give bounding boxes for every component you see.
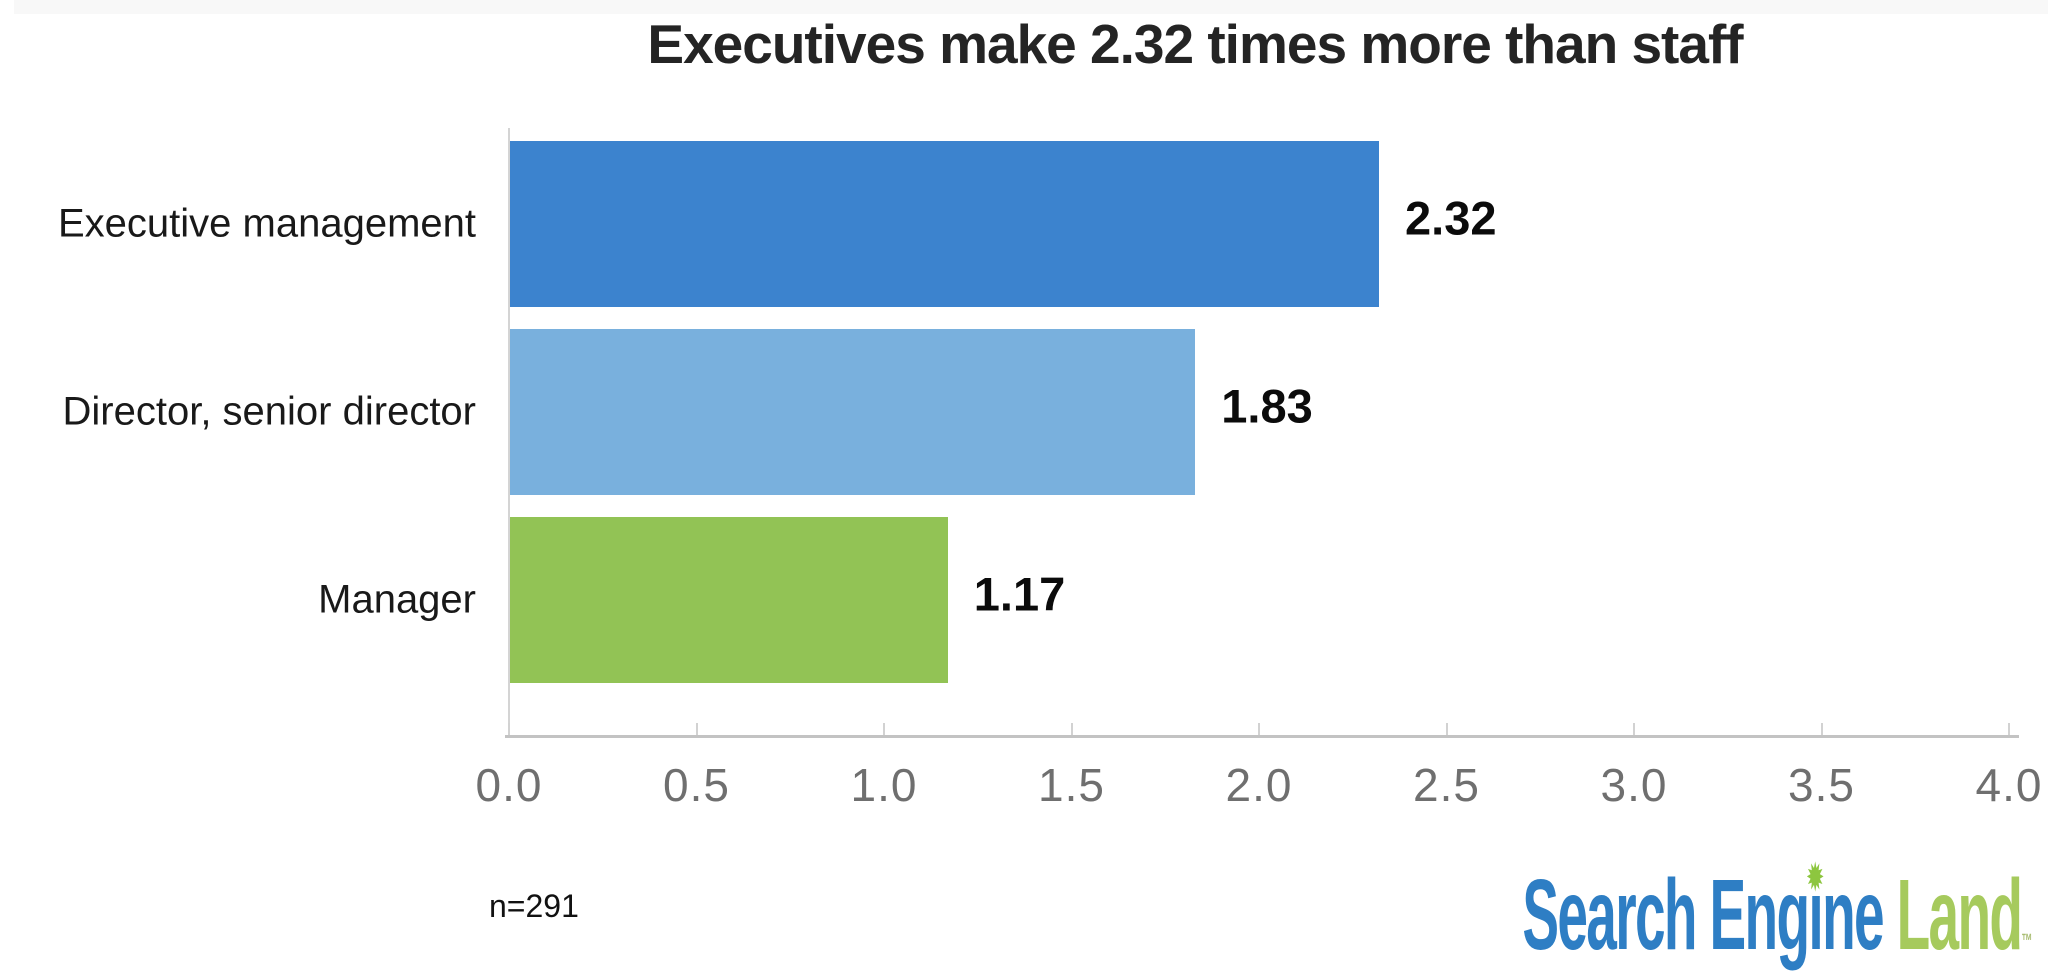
x-tick-mark — [1820, 723, 1823, 735]
x-axis-line — [505, 735, 2019, 738]
x-tick-mark — [1258, 723, 1260, 735]
chart-title: Executives make 2.32 times more than sta… — [647, 13, 1743, 75]
x-tick-label: 1.5 — [1038, 759, 1105, 811]
logo-land-text: Land — [1896, 859, 2022, 971]
x-tick-mark — [508, 723, 510, 735]
x-tick-mark — [695, 723, 698, 735]
bar-1 — [509, 141, 1379, 307]
bar-value-label: 1.83 — [1221, 379, 1313, 433]
category-label: Manager — [318, 577, 476, 622]
x-tick-label: 2.0 — [1225, 759, 1293, 811]
x-tick-label: 4.0 — [1975, 759, 2043, 811]
x-tick-label: 0.0 — [475, 759, 543, 811]
x-tick-mark — [1633, 723, 1635, 735]
bar-value-label: 2.32 — [1405, 191, 1497, 245]
x-tick-mark — [1070, 723, 1073, 735]
bar-2 — [509, 329, 1195, 495]
x-tick-label: 2.5 — [1413, 759, 1480, 811]
y-axis-line — [508, 128, 510, 737]
logo-trademark: ™ — [2021, 930, 2032, 953]
x-tick-label: 0.5 — [663, 759, 730, 811]
category-label: Director, senior director — [62, 389, 476, 434]
x-tick-label: 3.0 — [1600, 759, 1668, 811]
search-engine-land-logo: Search Engı ✹ ne Land™ — [1522, 858, 2032, 965]
bar-value-label: 1.17 — [973, 567, 1066, 621]
logo-blue-text: Search Engı ✹ ne — [1521, 855, 1884, 971]
category-label: Executive management — [57, 201, 476, 246]
logo-letter-i: ı ✹ — [1805, 855, 1825, 971]
sample-size-note: n=291 — [489, 888, 579, 924]
x-tick-mark — [883, 723, 885, 735]
x-tick-label: 1.0 — [850, 759, 918, 811]
x-tick-mark — [1445, 723, 1448, 735]
x-tick-label: 3.5 — [1788, 759, 1855, 811]
bar-3 — [509, 517, 948, 683]
x-tick-mark — [2008, 723, 2010, 735]
top-strip — [14, 0, 2048, 14]
starburst-icon: ✹ — [1805, 855, 1825, 902]
